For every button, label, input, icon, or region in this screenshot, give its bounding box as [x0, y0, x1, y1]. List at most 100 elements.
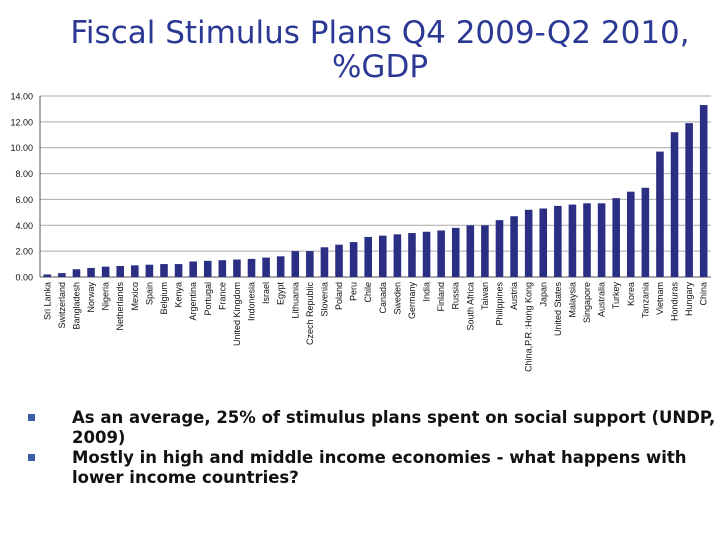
- x-tick-label: Taiwan: [480, 282, 490, 310]
- x-tick-label: Switzerland: [57, 282, 67, 329]
- chart-title-line-1: Fiscal Stimulus Plans Q4 2009-Q2 2010,: [70, 15, 690, 51]
- bar: [510, 216, 518, 277]
- y-tick-label: 12.00: [10, 117, 33, 127]
- x-tick-label: France: [217, 282, 227, 310]
- x-tick-label: Chile: [363, 282, 373, 303]
- x-tick-label: Austria: [509, 282, 519, 310]
- bar: [335, 244, 343, 277]
- bar: [145, 264, 154, 277]
- bar: [306, 251, 314, 277]
- bar: [320, 247, 329, 277]
- bar: [379, 235, 387, 277]
- y-tick-label: 4.00: [15, 221, 33, 231]
- bullet-list: As an average, 25% of stimulus plans spe…: [28, 408, 718, 488]
- bullet-marker-icon: [28, 454, 35, 461]
- x-tick-label: Argentina: [188, 282, 198, 321]
- bar: [408, 233, 416, 277]
- bar: [262, 257, 270, 277]
- x-tick-label: Belgium: [159, 282, 169, 315]
- bar: [641, 187, 650, 277]
- x-tick-label: Turkey: [611, 282, 621, 310]
- x-tick-label: Czech Republic: [305, 282, 315, 346]
- x-tick-label: Slovenia: [319, 282, 329, 317]
- bar: [58, 273, 66, 277]
- bar: [466, 225, 475, 277]
- x-tick-label: Lithuania: [290, 282, 300, 319]
- x-tick-label: Honduras: [670, 282, 680, 322]
- x-tick-label: Sweden: [392, 282, 402, 315]
- bar: [349, 242, 358, 277]
- bar: [218, 260, 227, 277]
- x-tick-label: Norway: [86, 282, 96, 313]
- bar: [524, 209, 533, 277]
- x-tick-label: Russia: [451, 282, 461, 310]
- x-tick-label: Japan: [538, 282, 548, 307]
- bar: [481, 225, 489, 277]
- x-tick-label: Philippines: [494, 282, 504, 326]
- bar: [583, 203, 591, 277]
- bar: [554, 205, 562, 277]
- x-tick-label: Portugal: [203, 282, 213, 316]
- bar: [364, 236, 372, 277]
- bar: [174, 264, 183, 277]
- x-tick-label: Tanzania: [640, 282, 650, 318]
- bullet-text-1: As an average, 25% of stimulus plans spe…: [72, 408, 716, 447]
- x-tick-label: South Africa: [465, 282, 475, 331]
- bar: [160, 264, 168, 277]
- y-tick-label: 10.00: [10, 143, 33, 153]
- x-tick-label: Egypt: [276, 282, 286, 306]
- x-tick-label: Korea: [626, 282, 636, 306]
- bar: [131, 265, 139, 277]
- x-tick-label: Peru: [349, 282, 359, 301]
- x-tick-label: Israel: [261, 282, 271, 304]
- x-tick-label: Bangladesh: [71, 282, 81, 330]
- x-tick-label: Nigeria: [101, 282, 111, 311]
- y-tick-label: 6.00: [15, 195, 33, 205]
- x-tick-label: Poland: [334, 282, 344, 310]
- bar: [626, 191, 635, 277]
- x-tick-label: Sri Lanka: [42, 282, 52, 320]
- bar: [72, 269, 81, 277]
- bar-chart: 0.00 2.00 4.00 6.00 8.00 10.00 12.00 14.00 Sri L…: [10, 92, 711, 372]
- bar: [101, 266, 110, 277]
- bar: [451, 227, 460, 277]
- bar: [189, 261, 197, 277]
- bar: [656, 151, 664, 277]
- bullet-item-2: Mostly in high and middle income economi…: [28, 448, 718, 488]
- x-tick-label: Malaysia: [567, 282, 577, 318]
- bar: [276, 256, 285, 277]
- bar: [203, 260, 212, 277]
- bar: [539, 208, 548, 277]
- x-tick-label: Vietnam: [655, 282, 665, 315]
- x-tick-label: China: [699, 282, 709, 306]
- x-tick-label: China,P.R.:Hong Kong: [524, 282, 534, 372]
- bar: [612, 198, 620, 277]
- bar: [87, 267, 95, 277]
- x-tick-label: Indonesia: [247, 282, 257, 321]
- bullet-marker-icon: [28, 414, 35, 421]
- x-tick-label: Singapore: [582, 282, 592, 323]
- bar: [670, 132, 679, 277]
- x-tick-label: Netherlands: [115, 282, 125, 331]
- bar: [233, 259, 241, 277]
- x-tick-label: United Kingdom: [232, 282, 242, 346]
- x-tick-label: Kenya: [174, 282, 184, 308]
- bar: [393, 234, 402, 277]
- bar: [116, 266, 125, 277]
- y-tick-label: 14.00: [10, 92, 33, 102]
- bar: [597, 203, 606, 277]
- bullet-text-2: Mostly in high and middle income economi…: [72, 448, 687, 487]
- bar: [568, 204, 577, 277]
- y-tick-label: 8.00: [15, 169, 33, 179]
- y-tick-label: 0.00: [15, 273, 33, 283]
- bar: [291, 251, 300, 277]
- bar: [437, 230, 445, 277]
- bar: [685, 123, 693, 278]
- x-tick-label: Canada: [378, 282, 388, 314]
- x-tick-label: Finland: [436, 282, 446, 312]
- y-tick-label: 2.00: [15, 247, 33, 257]
- x-tick-label: Spain: [144, 282, 154, 305]
- bar: [495, 220, 504, 277]
- x-tick-label: Hungary: [684, 282, 694, 317]
- bullet-item-1: As an average, 25% of stimulus plans spe…: [28, 408, 718, 448]
